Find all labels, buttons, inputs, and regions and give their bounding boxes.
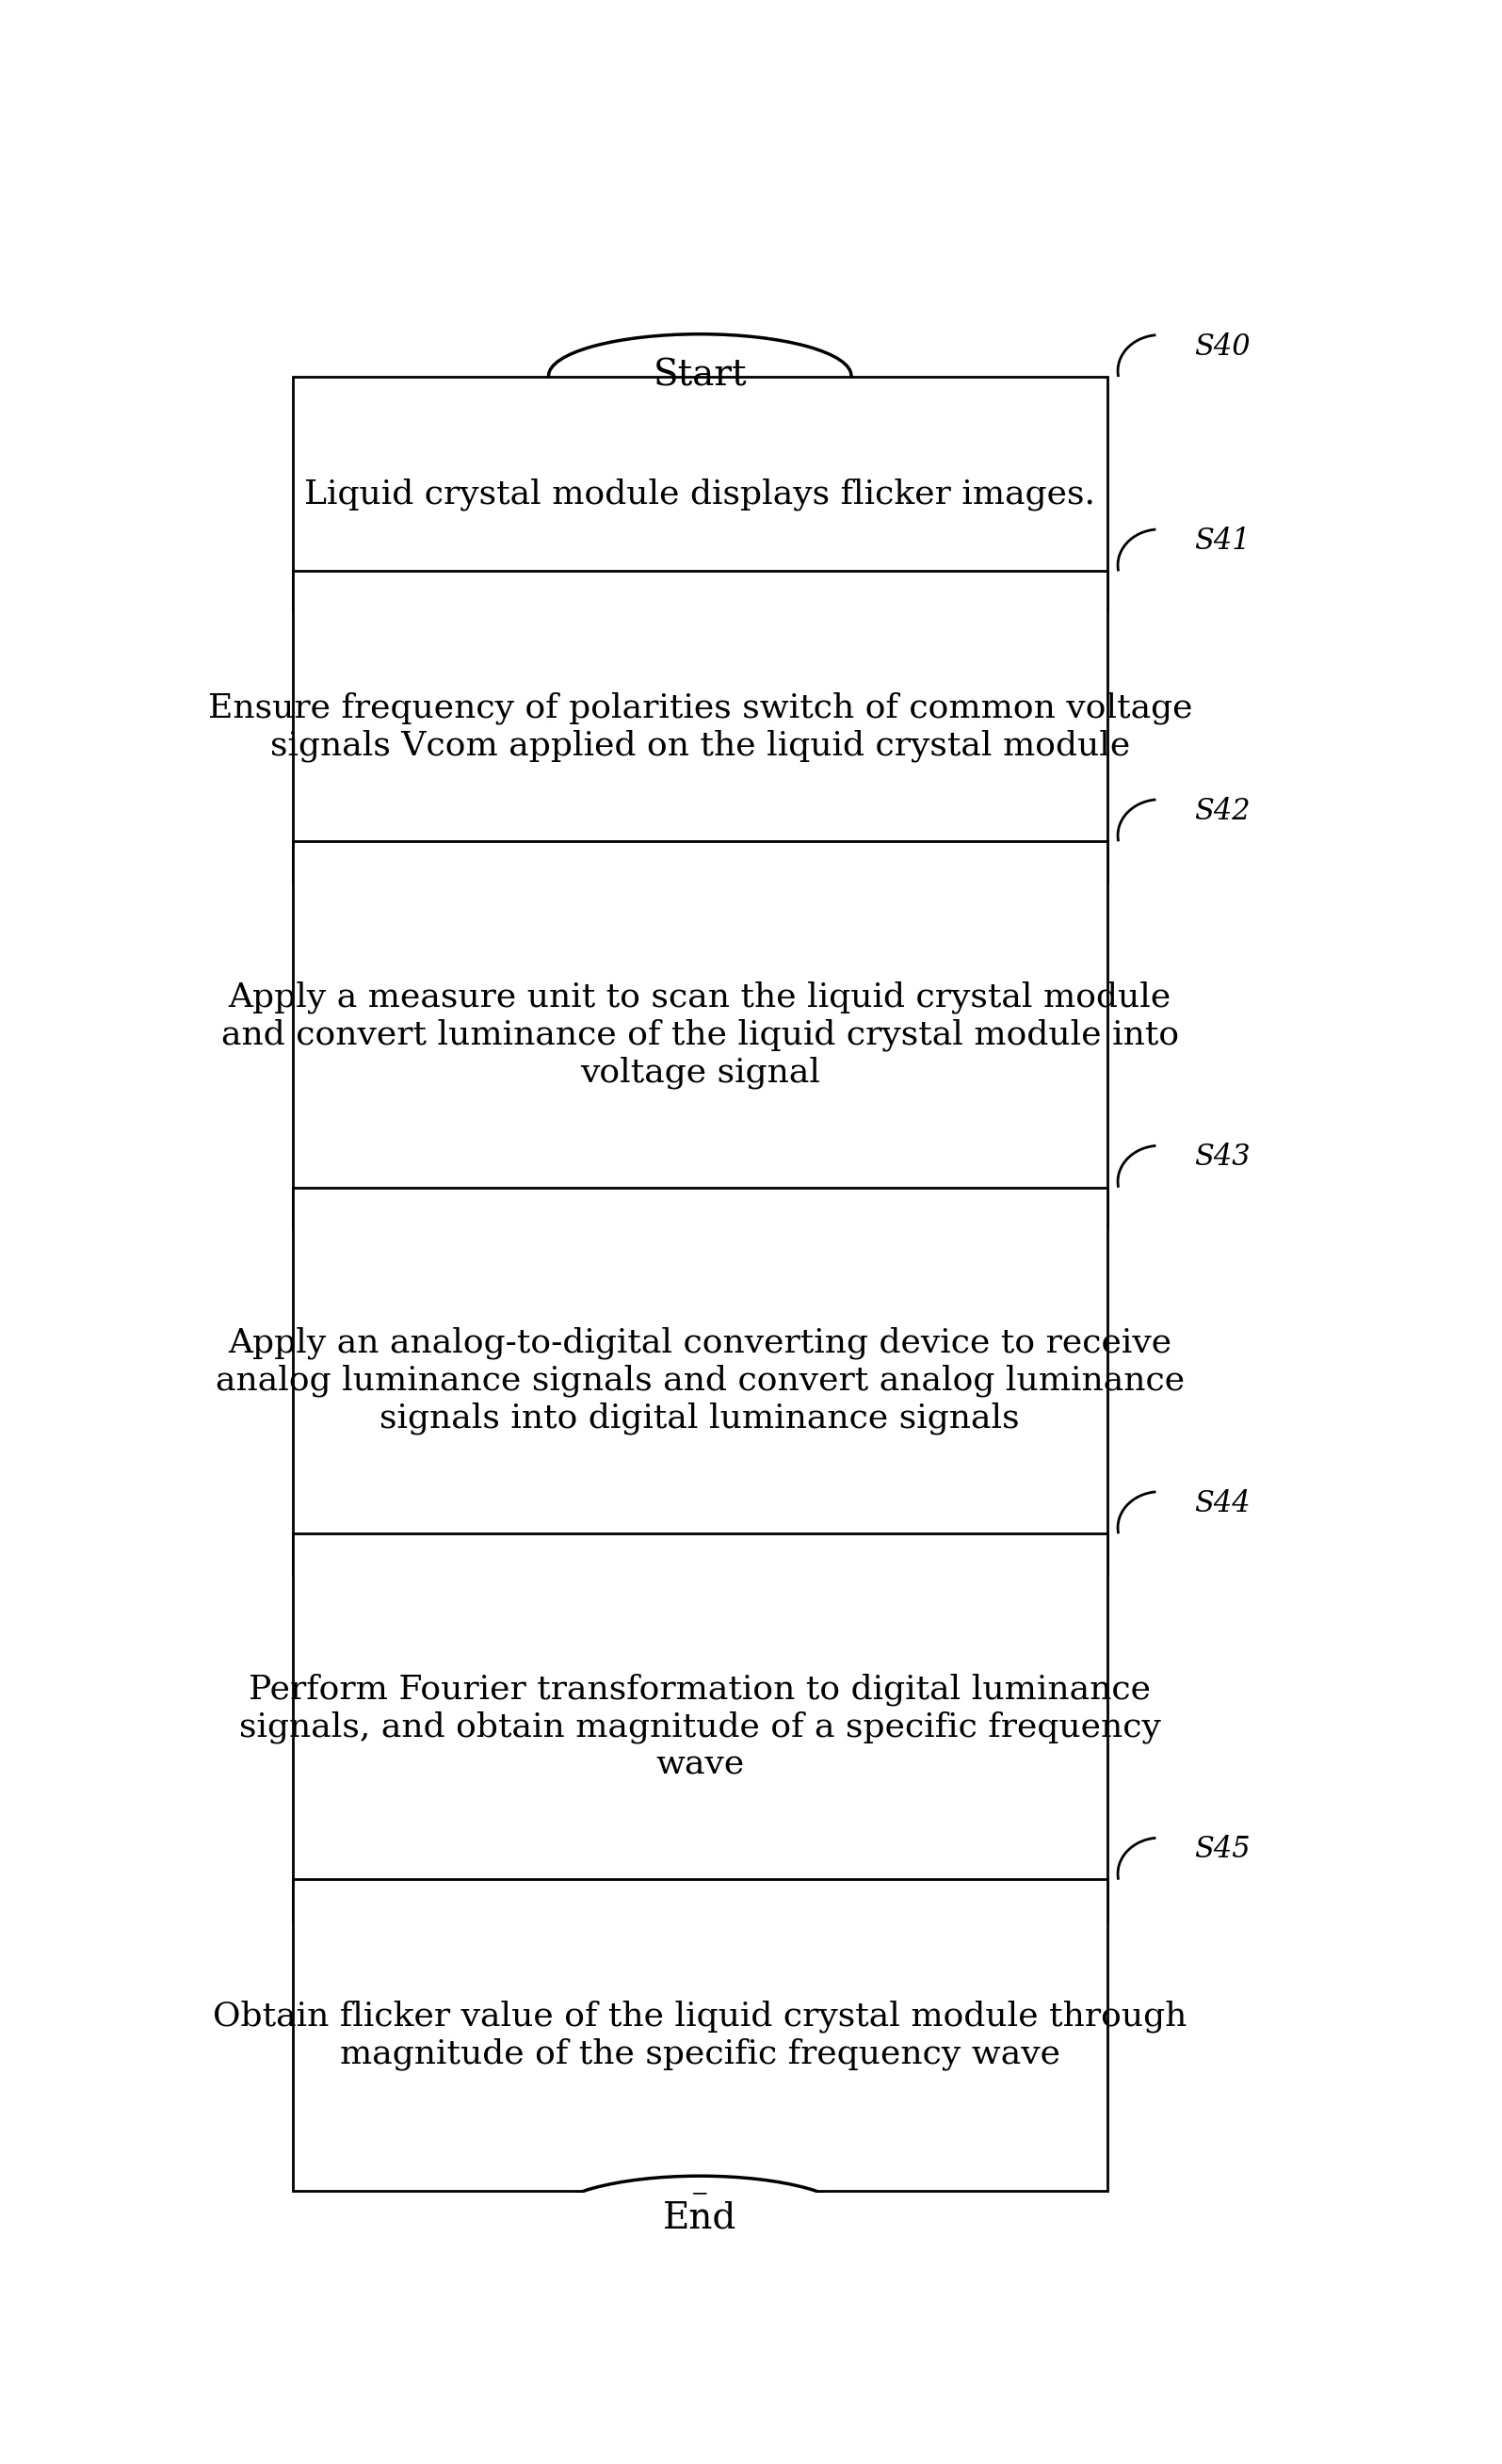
Bar [293, 1188, 1107, 1574]
Ellipse shape [548, 2176, 852, 2259]
Text: S43: S43 [1194, 1143, 1251, 1173]
Text: End: End [662, 2200, 737, 2235]
Text: S41: S41 [1194, 527, 1251, 557]
Text: Apply a measure unit to scan the liquid crystal module
and convert luminance of : Apply a measure unit to scan the liquid … [221, 981, 1179, 1089]
Bar [293, 1880, 1107, 2190]
Ellipse shape [548, 335, 852, 416]
Text: S42: S42 [1194, 796, 1251, 825]
Text: S45: S45 [1194, 1836, 1251, 1865]
Bar [293, 840, 1107, 1227]
Bar [293, 377, 1107, 611]
Bar [293, 1533, 1107, 1919]
Text: Apply an analog-to-digital converting device to receive
analog luminance signals: Apply an analog-to-digital converting de… [215, 1328, 1185, 1434]
Text: Liquid crystal module displays flicker images.: Liquid crystal module displays flicker i… [305, 478, 1095, 510]
Text: Obtain flicker value of the liquid crystal module through
magnitude of the speci: Obtain flicker value of the liquid cryst… [213, 2001, 1187, 2070]
Text: S44: S44 [1194, 1488, 1251, 1518]
Text: Start: Start [653, 357, 746, 394]
Text: Perform Fourier transformation to digital luminance
signals, and obtain magnitud: Perform Fourier transformation to digita… [239, 1673, 1161, 1781]
Text: Ensure frequency of polarities switch of common voltage
signals Vcom applied on : Ensure frequency of polarities switch of… [207, 692, 1193, 761]
Text: S40: S40 [1194, 333, 1251, 362]
Bar [293, 572, 1107, 882]
